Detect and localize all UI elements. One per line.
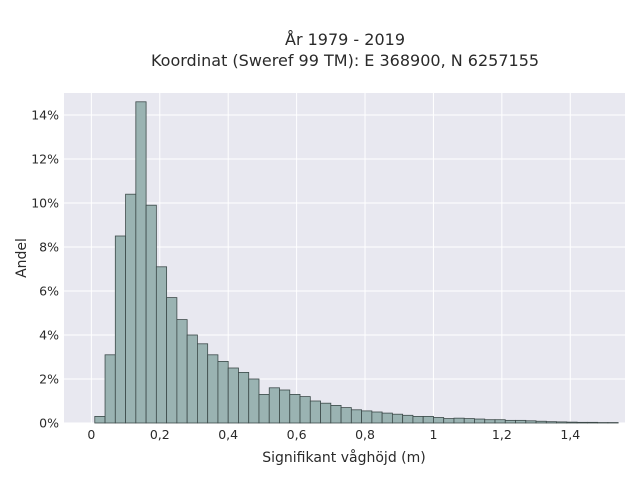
histogram-bar [207,354,219,424]
histogram-bar [371,411,383,424]
histogram-bar [104,354,116,424]
histogram-bar [155,266,168,424]
y-axis-ticks: 0% 2% 4% 6% 8% 10% 12% 14% [31,108,59,431]
histogram-bar [125,193,137,424]
y-axis-label: Andel [14,238,30,278]
histogram-bar [586,421,599,424]
x-tick-label: 1,4 [560,427,580,442]
x-axis-label: Signifikant våghöjd (m) [262,449,425,466]
histogram-bar [576,421,588,424]
histogram-bar [238,371,250,424]
histogram-bar [504,419,516,424]
chart-title-line2: Koordinat (Sweref 99 TM): E 368900, N 62… [151,51,539,70]
y-tick-label: 8% [39,240,59,255]
histogram-bar [463,418,475,424]
histogram-bar [545,421,557,424]
x-tick-label: 1 [429,427,437,442]
histogram-bar [433,417,445,424]
bars [94,101,619,424]
histogram-bar [176,319,188,424]
x-tick-label: 1,2 [492,427,512,442]
histogram-bar [525,420,537,424]
y-tick-label: 12% [31,152,59,167]
histogram-bar [453,417,465,424]
histogram-bar [340,407,352,424]
histogram-bar [443,418,455,424]
histogram-bar [268,387,280,424]
x-tick-label: 0,6 [287,427,307,442]
y-tick-label: 2% [39,372,59,387]
y-tick-label: 4% [39,328,59,343]
histogram-bar [391,413,404,424]
histogram-bar [94,415,106,424]
x-tick-label: 0 [87,427,95,442]
histogram-bar [197,343,209,424]
histogram-bar [361,410,373,424]
histogram-bar [145,204,157,424]
y-tick-label: 10% [31,196,59,211]
x-axis-ticks: 0 0,2 0,4 0,6 0,8 1 1,2 1,4 [87,427,580,442]
histogram-bar [135,101,147,424]
histogram-bar [186,334,198,424]
y-tick-label: 0% [39,416,59,431]
x-tick-label: 0,4 [218,427,238,442]
histogram-bar [422,415,434,424]
x-tick-label: 0,2 [150,427,170,442]
histogram-bar [350,409,363,424]
histogram-bar [535,420,547,424]
histogram-bar [381,412,393,424]
histogram-bar [166,297,178,424]
y-tick-label: 14% [31,108,59,123]
histogram-bar [330,404,342,424]
histogram-bar [114,235,126,424]
histogram-bar [309,400,321,424]
histogram-bar [402,414,414,424]
histogram-bar [566,421,578,424]
histogram-bar [412,415,424,424]
histogram-bar [515,419,527,424]
histogram-bar [320,402,332,424]
histogram-bar [289,393,301,424]
x-tick-label: 0,8 [355,427,375,442]
histogram-bar [556,421,568,424]
y-tick-label: 6% [39,284,59,299]
histogram-bar [279,389,291,424]
histogram-bar [474,418,486,424]
histogram-bar [227,367,239,424]
histogram-bar [494,419,506,424]
histogram-bar [248,378,260,424]
chart-title-line1: År 1979 - 2019 [285,30,405,49]
histogram-bar [299,396,311,424]
histogram-bar [484,419,496,424]
histogram-bar [217,360,229,424]
histogram-bar [258,393,270,424]
